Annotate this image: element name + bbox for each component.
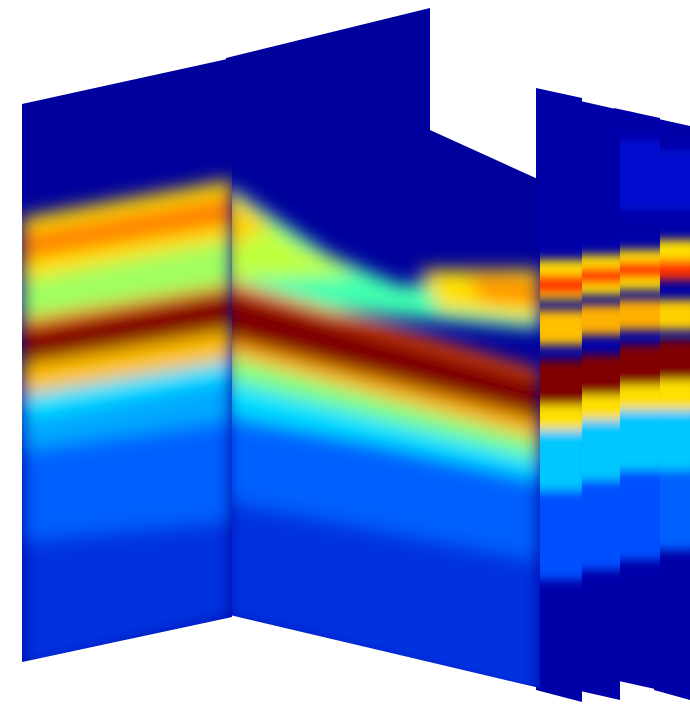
- middle-panel: [226, 8, 540, 688]
- left-panel: [22, 58, 232, 662]
- back-slice-3: [614, 108, 660, 690]
- back-slice-1: [536, 88, 582, 702]
- back-slice-2: [576, 100, 620, 700]
